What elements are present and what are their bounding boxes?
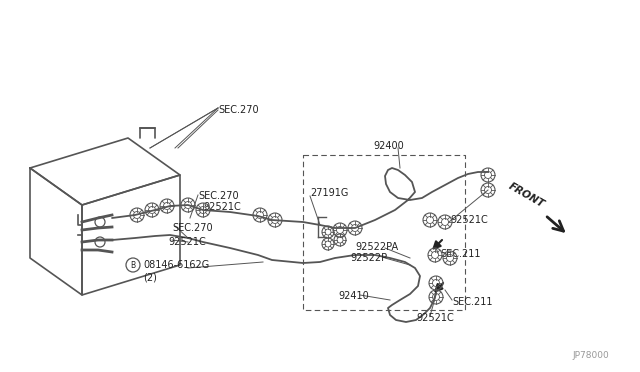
Text: 92521C: 92521C	[416, 313, 454, 323]
Text: FRONT: FRONT	[507, 182, 547, 210]
Text: SEC.270: SEC.270	[198, 191, 239, 201]
Text: B: B	[131, 260, 136, 269]
Text: 08146-6162G: 08146-6162G	[143, 260, 209, 270]
Text: 92521C: 92521C	[450, 215, 488, 225]
Text: 92521C: 92521C	[203, 202, 241, 212]
Text: 92522PA: 92522PA	[355, 242, 398, 252]
Text: SEC.211: SEC.211	[452, 297, 493, 307]
Text: 27191G: 27191G	[310, 188, 348, 198]
Text: JP78000: JP78000	[572, 350, 609, 359]
Text: 92400: 92400	[373, 141, 404, 151]
Text: SEC.270: SEC.270	[172, 223, 212, 233]
Text: SEC.270: SEC.270	[218, 105, 259, 115]
Text: SEC.211: SEC.211	[440, 249, 481, 259]
Text: (2): (2)	[143, 273, 157, 283]
Text: 92410: 92410	[338, 291, 369, 301]
Text: 92521C: 92521C	[168, 237, 205, 247]
Text: 92522P: 92522P	[350, 253, 387, 263]
